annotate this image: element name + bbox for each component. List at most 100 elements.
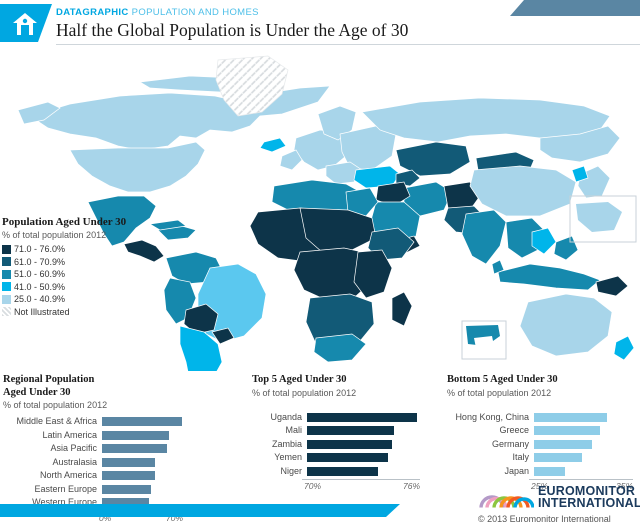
legend-title: Population Aged Under 30 bbox=[2, 216, 127, 228]
axis-tick-label: 25% bbox=[531, 481, 549, 491]
region-uk-ireland bbox=[279, 149, 303, 171]
bar-track bbox=[102, 417, 188, 426]
region-iceland bbox=[259, 137, 287, 153]
region-canada bbox=[29, 85, 331, 151]
region-russia-east bbox=[539, 125, 621, 163]
bar-row: Middle East & Africa bbox=[3, 416, 199, 427]
legend-swatch bbox=[2, 244, 11, 254]
region-south-africa bbox=[313, 333, 367, 363]
bar-category-label: Uganda bbox=[270, 411, 302, 422]
chart-subtitle: % of total population 2012 bbox=[3, 400, 108, 410]
legend-item-41-50[interactable]: 41.0 - 50.9% bbox=[2, 281, 128, 294]
region-indonesia bbox=[497, 263, 601, 291]
bar-category-label: Latin America bbox=[42, 429, 97, 440]
bar-fill bbox=[534, 412, 607, 422]
map-inset-box-sg bbox=[461, 320, 507, 360]
bar-fill bbox=[534, 426, 600, 435]
world-choropleth-map bbox=[0, 46, 640, 371]
bar-track bbox=[102, 484, 188, 494]
page-header: DATAGRAPHIC POPULATION AND HOMES Half th… bbox=[0, 0, 640, 46]
bar-category-label: Mali bbox=[285, 425, 302, 435]
region-cuba bbox=[148, 219, 187, 231]
bar-track bbox=[102, 430, 188, 440]
bar-category-label: Zambia bbox=[271, 438, 302, 449]
bar-fill bbox=[102, 457, 156, 467]
bar-fill bbox=[307, 412, 418, 422]
region-madagascar bbox=[391, 291, 413, 327]
legend-item-not-illustrated[interactable]: Not Illustrated bbox=[2, 306, 128, 319]
page-title: Half the Global Population is Under the … bbox=[56, 20, 409, 40]
chart-axis-ticks: 70% 76% bbox=[302, 480, 420, 492]
chart-panel-regional: Regional Population Aged Under 30 % of t… bbox=[3, 374, 199, 524]
legend-item-label: 51.0 - 60.9% bbox=[14, 269, 66, 279]
region-china bbox=[469, 165, 577, 217]
legend-item-label: 25.0 - 40.9% bbox=[14, 294, 66, 304]
region-greenland-not-illustrated bbox=[215, 55, 289, 117]
legend-item-51-60[interactable]: 51.0 - 60.9% bbox=[2, 268, 128, 281]
bar-track bbox=[534, 466, 638, 476]
bar-category-label: Italy bbox=[512, 452, 529, 462]
region-kazakhstan bbox=[395, 141, 471, 177]
legend-item-label: Not Illustrated bbox=[14, 306, 70, 317]
axis-tick-label: 76% bbox=[402, 481, 420, 491]
bar-chart-bottom5: Hong Kong, China Greece Germany Italy Japan 2… bbox=[447, 412, 637, 493]
copyright-text: © 2013 Euromonitor International bbox=[478, 514, 611, 524]
corner-accent-tab bbox=[510, 0, 640, 16]
bar-track bbox=[307, 453, 425, 462]
legend-item-71-76[interactable]: 71.0 - 76.0% bbox=[2, 243, 128, 256]
bar-row: Asia Pacific bbox=[3, 443, 199, 454]
bar-fill bbox=[102, 498, 150, 507]
legend-swatch-hatched bbox=[2, 307, 11, 317]
bar-track bbox=[102, 498, 188, 507]
chart-axis-line bbox=[302, 479, 420, 480]
legend-item-label: 71.0 - 76.0% bbox=[14, 244, 66, 254]
region-laos-cambodia bbox=[531, 227, 557, 255]
bar-fill bbox=[534, 466, 566, 476]
region-bolivia bbox=[183, 303, 219, 335]
bar-row: Germany bbox=[447, 439, 637, 450]
bar-row: Greece bbox=[447, 425, 637, 436]
bar-track bbox=[307, 439, 425, 449]
legend-subtitle: % of total population 2012 bbox=[2, 230, 107, 240]
bar-track bbox=[307, 426, 425, 435]
bar-category-label: Middle East & Africa bbox=[16, 416, 97, 426]
bar-track bbox=[534, 439, 638, 449]
region-philippines bbox=[553, 235, 579, 261]
chart-title-line1: Regional Population bbox=[3, 374, 95, 385]
legend-item-label: 61.0 - 70.9% bbox=[14, 256, 66, 267]
home-badge[interactable] bbox=[0, 4, 52, 42]
chart-axis-ticks: 0% 70% bbox=[97, 512, 183, 524]
chart-title-line2: Aged Under 30 bbox=[3, 386, 71, 398]
bar-fill bbox=[102, 417, 182, 426]
euromonitor-logo[interactable]: EUROMONITOR INTERNATIONAL © 2013 Euromon… bbox=[478, 485, 640, 531]
region-usa bbox=[69, 141, 206, 193]
region-egypt bbox=[345, 187, 379, 217]
map-svg bbox=[17, 55, 637, 371]
chart-axis-ticks: 25% 35% bbox=[529, 480, 633, 492]
euromonitor-logo-text: EUROMONITOR INTERNATIONAL bbox=[538, 485, 640, 509]
bar-category-label: North America bbox=[39, 470, 97, 480]
bar-row: Niger bbox=[252, 466, 422, 477]
bar-track bbox=[307, 466, 425, 476]
bar-row: Italy bbox=[447, 452, 637, 463]
bar-row: Mali bbox=[252, 425, 422, 436]
bar-row: Hong Kong, China bbox=[447, 412, 637, 423]
bar-row: Latin America bbox=[3, 430, 199, 441]
legend-item-25-40[interactable]: 25.0 - 40.9% bbox=[2, 293, 128, 306]
region-australia bbox=[519, 293, 613, 357]
region-balkans bbox=[325, 161, 363, 185]
bar-fill bbox=[102, 484, 152, 494]
legend-item-61-70[interactable]: 61.0 - 70.9% bbox=[2, 256, 128, 269]
kicker-light: POPULATION AND HOMES bbox=[131, 7, 259, 18]
chart-title: Bottom 5 Aged Under 30 bbox=[447, 374, 558, 385]
bar-category-label: Germany bbox=[491, 438, 529, 449]
axis-tick-label: 70% bbox=[304, 481, 322, 491]
bar-track bbox=[307, 412, 425, 422]
map-legend: Population Aged Under 30 % of total popu… bbox=[2, 216, 128, 318]
bar-fill bbox=[307, 466, 378, 476]
bar-fill bbox=[102, 471, 156, 480]
bar-row: Australasia bbox=[3, 457, 199, 468]
region-alaska bbox=[17, 101, 61, 125]
bar-chart-regional: Middle East & Africa Latin America Asia Pa… bbox=[3, 416, 199, 524]
region-png bbox=[595, 275, 629, 297]
